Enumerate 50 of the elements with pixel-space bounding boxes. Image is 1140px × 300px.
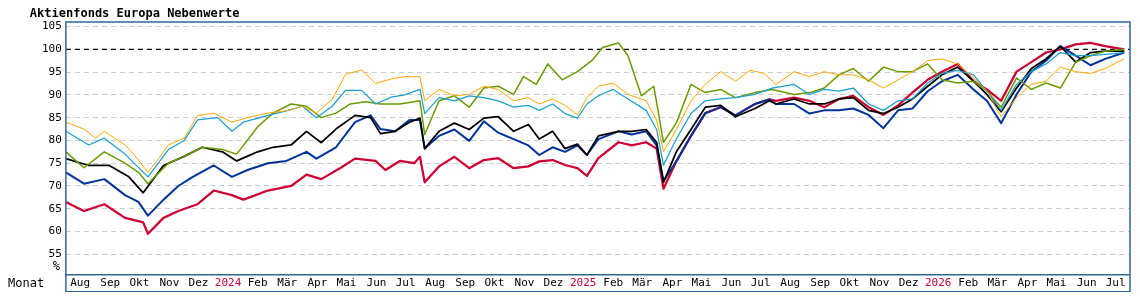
x-tick-label: Jul [1105,276,1126,290]
x-tick-label: Sep [455,276,476,290]
y-tick-label: 75 [48,156,62,170]
x-tick-label: Sep [810,276,831,290]
x-tick-label: Sep [100,276,121,290]
x-tick-label: Mär [632,276,653,290]
x-tick-label: Feb [247,276,268,290]
x-tick-label: Apr [307,276,328,290]
x-tick-label: Apr [1017,276,1038,290]
chart-title: Aktienfonds Europa Nebenwerte [29,6,240,21]
y-tick-label: 80 [48,133,62,147]
x-tick-label: Jul [750,276,771,290]
y-tick-label: 105 [41,19,62,33]
x-tick-label: Aug [70,276,91,290]
x-tick-label: Feb [958,276,979,290]
x-tick-label: Nov [869,276,890,290]
x-tick-label: Apr [662,276,683,290]
x-tick-label: 2024 [214,276,242,290]
x-tick-label: Aug [425,276,446,290]
x-tick-label: Jun [1076,276,1097,290]
x-tick-label: Mai [336,276,357,290]
y-tick-label: 85 [48,110,62,124]
x-tick-label: Dez [188,276,209,290]
x-tick-label: Dez [543,276,564,290]
y-tick-label: 65 [48,201,62,215]
x-tick-label: Jun [721,276,742,290]
x-tick-label: Okt [129,276,150,290]
x-tick-label: Jul [395,276,416,290]
x-tick-label: Okt [484,276,505,290]
x-tick-label: Okt [839,276,860,290]
x-tick-label: Mai [691,276,712,290]
x-tick-label: Nov [514,276,535,290]
y-tick-label: 70 [48,178,62,192]
y-tick-label: 55 [48,247,62,261]
x-tick-label: Feb [603,276,624,290]
y-axis-title: % [52,258,61,273]
y-tick-label: 60 [48,224,62,238]
x-tick-label: Mär [987,276,1008,290]
x-tick-label: 2025 [569,276,597,290]
x-tick-label: Nov [159,276,180,290]
y-tick-label: 95 [48,64,62,78]
x-tick-label: Dez [898,276,919,290]
x-tick-label: Aug [780,276,801,290]
x-tick-label: 2026 [924,276,952,290]
x-tick-label: Mär [277,276,298,290]
y-tick-label: 100 [41,42,62,56]
x-tick-label: Mai [1046,276,1067,290]
x-tick-label: Jun [366,276,387,290]
y-tick-label: 90 [48,87,62,101]
x-axis-title: Monat [8,275,45,290]
